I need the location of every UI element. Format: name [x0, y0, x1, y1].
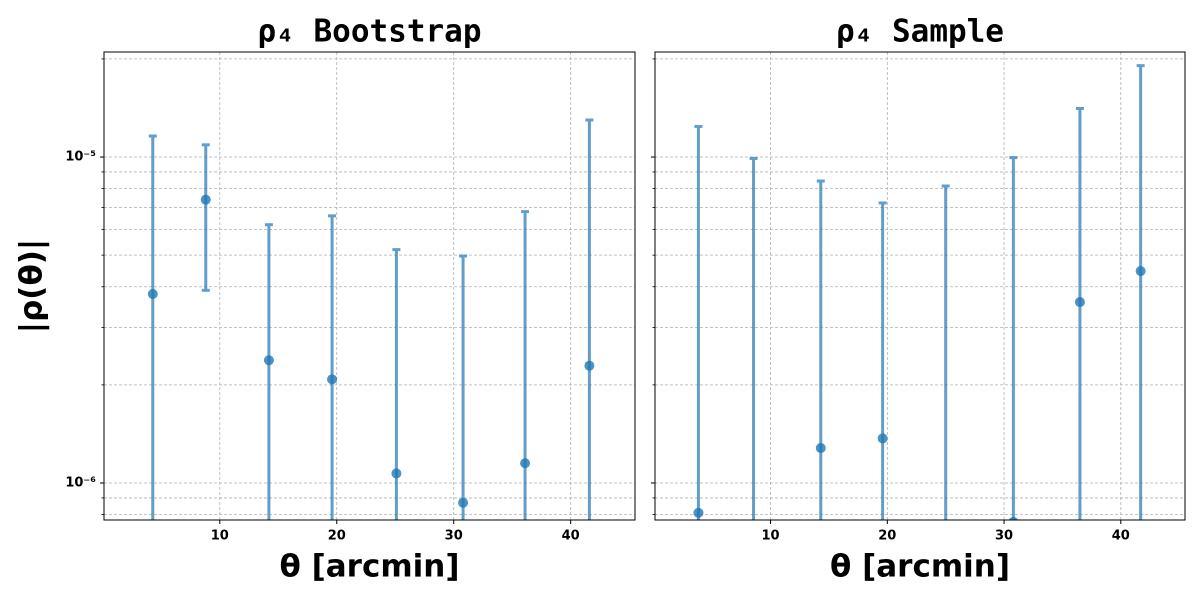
error-bar	[1075, 106, 1084, 520]
y-tick-label: 10⁻⁵	[65, 150, 96, 165]
error-bar	[694, 124, 703, 520]
error-bar	[201, 143, 210, 292]
x-tick-label: 10	[211, 529, 229, 544]
x-tick-label: 20	[878, 529, 896, 544]
x-tick-label: 40	[1112, 529, 1130, 544]
error-bar	[521, 210, 530, 520]
error-bar	[1009, 156, 1018, 520]
point	[458, 497, 469, 508]
chart-title: ρ₄ Bootstrap	[258, 14, 482, 50]
axes-frame	[103, 51, 636, 521]
axes-frame	[654, 51, 1186, 521]
x-tick-label: 10	[762, 529, 780, 544]
error-bar	[392, 248, 401, 520]
point	[391, 468, 402, 479]
x-tick-label: 30	[445, 529, 463, 544]
point	[877, 433, 888, 444]
x-axis-label: θ [arcmin]	[830, 549, 1010, 585]
error-bar	[328, 214, 337, 520]
x-tick-label: 20	[328, 529, 346, 544]
point	[200, 194, 211, 205]
point	[693, 507, 704, 518]
y-tick-label: 10⁻⁶	[65, 475, 96, 490]
plot-area	[147, 118, 595, 520]
point	[584, 360, 595, 371]
chart-title: ρ₄ Sample	[836, 14, 1004, 50]
point	[263, 355, 274, 366]
plot-area	[693, 64, 1146, 560]
error-bar	[1136, 64, 1145, 520]
error-bar	[749, 156, 758, 520]
point	[815, 443, 826, 454]
point	[941, 539, 951, 549]
error-bar	[459, 254, 468, 520]
error-bar	[585, 118, 594, 520]
error-bar	[264, 223, 273, 520]
point	[147, 289, 158, 300]
error-bar	[816, 179, 825, 520]
point	[520, 458, 531, 469]
point	[1008, 516, 1019, 520]
x-tick-label: 40	[562, 529, 580, 544]
point	[1135, 266, 1146, 277]
x-axis-label: θ [arcmin]	[279, 549, 459, 585]
error-bar	[148, 134, 157, 520]
error-bar	[941, 184, 950, 520]
y-axis-label: |ρ(θ)|	[14, 239, 50, 333]
point	[749, 550, 759, 560]
point	[1074, 297, 1085, 308]
x-tick-label: 30	[995, 529, 1013, 544]
error-bar	[878, 201, 887, 520]
point	[327, 374, 338, 385]
